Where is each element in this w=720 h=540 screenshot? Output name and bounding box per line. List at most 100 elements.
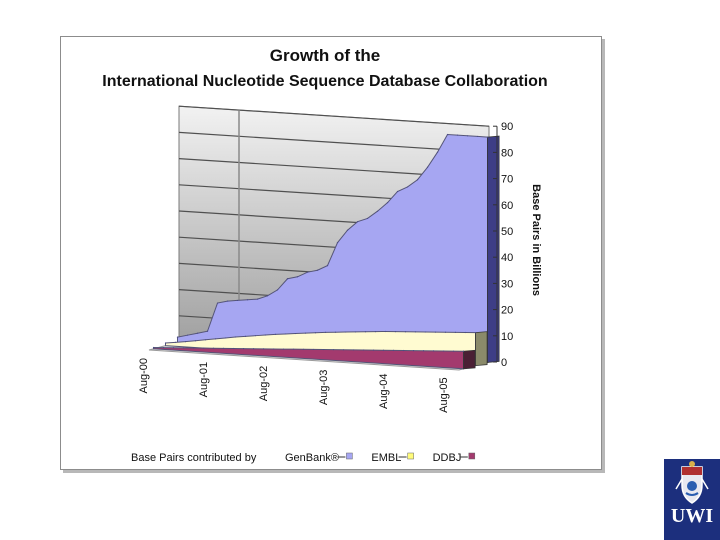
y-tick-label-0: 0 <box>501 357 507 369</box>
data-point-ddbj-3 <box>182 347 185 349</box>
data-point-ddbj-17 <box>322 348 325 351</box>
chart-title-line-1: Growth of the <box>270 46 380 65</box>
data-point-ddbj-6 <box>212 347 215 349</box>
y-axis-label: Base Pairs in Billions <box>530 184 542 296</box>
legend-entry-embl: EMBL <box>371 452 401 464</box>
data-point-ddbj-1 <box>162 347 165 349</box>
data-point-embl-30 <box>464 331 467 334</box>
data-point-embl-25 <box>414 331 417 333</box>
data-point-ddbj-22 <box>372 349 375 351</box>
data-point-ddbj-20 <box>352 349 355 351</box>
data-point-genbank-23 <box>406 186 409 188</box>
data-point-embl-21 <box>374 331 377 333</box>
data-point-embl-15 <box>314 332 317 334</box>
data-point-ddbj-19 <box>342 349 345 351</box>
data-point-genbank-28 <box>456 134 459 136</box>
data-point-genbank-29 <box>466 135 469 137</box>
data-point-genbank-31 <box>486 136 489 138</box>
y-tick-label-30: 30 <box>501 278 513 290</box>
x-tick-label-aug-05: Aug-05 <box>438 377 450 412</box>
data-point-ddbj-14 <box>292 348 295 350</box>
data-point-genbank-6 <box>236 299 239 302</box>
y-tick-label-10: 10 <box>501 331 513 343</box>
data-point-embl-9 <box>254 335 257 337</box>
legend-prefix: Base Pairs contributed by <box>131 452 257 464</box>
data-point-ddbj-21 <box>362 349 365 351</box>
legend-swatch-0 <box>346 452 353 460</box>
data-point-embl-4 <box>204 339 207 341</box>
data-point-embl-16 <box>324 331 327 333</box>
data-point-embl-27 <box>434 331 437 333</box>
data-point-genbank-30 <box>476 135 479 138</box>
data-point-embl-19 <box>354 331 357 333</box>
data-point-genbank-26 <box>436 151 439 153</box>
data-point-embl-13 <box>294 332 297 335</box>
data-point-genbank-5 <box>226 300 229 302</box>
data-point-genbank-0 <box>176 336 179 338</box>
series-side-ddbj <box>463 349 476 370</box>
gridline-90 <box>178 105 490 127</box>
data-point-embl-0 <box>164 342 167 344</box>
data-point-genbank-15 <box>326 265 329 267</box>
legend-entry-genbank: GenBank® <box>285 452 339 464</box>
y-tick-label-50: 50 <box>501 226 513 238</box>
data-point-ddbj-16 <box>312 348 315 351</box>
data-point-ddbj-23 <box>382 349 385 351</box>
data-point-genbank-10 <box>276 289 279 291</box>
y-axis: 0 10 20 30 40 50 60 70 80 90 <box>493 121 513 369</box>
data-point-ddbj-30 <box>452 350 455 352</box>
data-point-ddbj-5 <box>202 347 205 349</box>
series-side-embl <box>475 331 488 367</box>
data-point-embl-20 <box>364 331 367 333</box>
data-point-genbank-4 <box>216 302 219 304</box>
data-point-genbank-13 <box>306 271 309 273</box>
data-point-ddbj-13 <box>282 348 285 350</box>
data-point-genbank-12 <box>296 276 299 278</box>
gridline-80 <box>178 131 490 153</box>
data-point-embl-10 <box>264 334 267 336</box>
x-axis: Aug-00 Aug-01 Aug-02 Aug-03 Aug-04 Aug-05 <box>138 358 450 413</box>
data-point-genbank-7 <box>246 299 249 301</box>
data-point-genbank-25 <box>426 166 429 168</box>
data-point-ddbj-25 <box>402 349 405 352</box>
data-point-embl-3 <box>194 340 197 342</box>
data-point-embl-12 <box>284 333 287 335</box>
x-tick-label-aug-01: Aug-01 <box>198 362 210 397</box>
data-point-genbank-19 <box>366 217 369 220</box>
data-point-ddbj-27 <box>422 350 425 352</box>
data-point-ddbj-0 <box>152 346 155 349</box>
data-point-genbank-14 <box>316 269 319 271</box>
uwi-logo: UWI <box>664 459 720 540</box>
data-point-ddbj-7 <box>222 347 225 349</box>
data-point-genbank-11 <box>286 278 289 280</box>
data-point-genbank-18 <box>356 221 359 223</box>
data-point-embl-17 <box>334 331 337 333</box>
y-tick-label-40: 40 <box>501 252 513 264</box>
data-point-embl-26 <box>424 331 427 333</box>
data-point-embl-28 <box>444 331 447 333</box>
data-point-embl-18 <box>344 331 347 333</box>
x-tick-label-aug-00: Aug-00 <box>138 358 150 393</box>
x-tick-label-aug-03: Aug-03 <box>318 370 330 405</box>
crest-icon <box>675 461 709 504</box>
data-point-embl-8 <box>244 335 247 337</box>
legend: Base Pairs contributed by GenBank® EMBL DDB… <box>131 452 476 464</box>
data-point-embl-24 <box>404 331 407 333</box>
data-point-genbank-21 <box>386 202 389 204</box>
data-point-embl-1 <box>174 341 177 343</box>
y-tick-label-80: 80 <box>501 147 513 159</box>
data-point-embl-5 <box>214 338 217 340</box>
y-tick-label-70: 70 <box>501 174 513 186</box>
data-point-embl-22 <box>384 330 387 333</box>
data-point-ddbj-2 <box>172 347 175 349</box>
series-layer <box>152 133 500 370</box>
data-point-genbank-1 <box>186 334 189 336</box>
data-point-genbank-17 <box>346 229 349 231</box>
data-point-genbank-2 <box>196 332 199 334</box>
data-point-embl-11 <box>274 333 277 335</box>
data-point-embl-2 <box>184 341 187 343</box>
legend-swatch-2 <box>468 452 476 460</box>
data-point-ddbj-15 <box>302 348 305 350</box>
data-point-genbank-8 <box>256 298 259 300</box>
logo-wordmark: UWI <box>670 505 714 527</box>
